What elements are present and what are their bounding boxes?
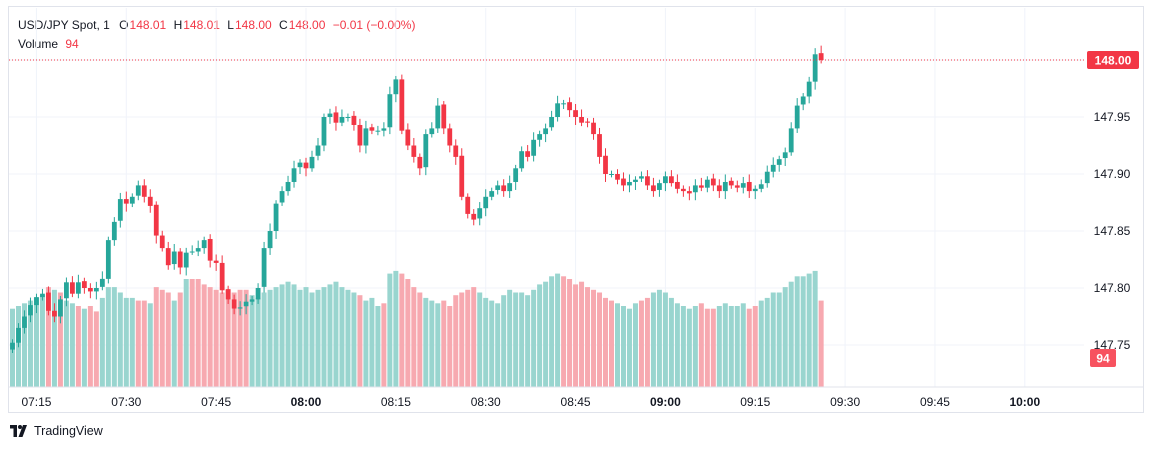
brand-name: TradingView xyxy=(34,424,103,438)
open-value: 148.01 xyxy=(129,18,167,32)
volume-label[interactable]: Volume xyxy=(18,37,59,51)
ohlc-row: USD/JPY Spot, 1 O148.01 H148.01 L148.00 … xyxy=(18,16,415,35)
volume-row: Volume 94 xyxy=(18,35,415,54)
chart-legend: USD/JPY Spot, 1 O148.01 H148.01 L148.00 … xyxy=(18,16,415,54)
open-key: O xyxy=(119,18,129,32)
close-key: C xyxy=(279,18,288,32)
low-value: 148.00 xyxy=(234,18,272,32)
change-value: −0.01 (−0.00%) xyxy=(332,18,416,32)
low-key: L xyxy=(227,18,234,32)
high-value: 148.01 xyxy=(183,18,220,32)
high-key: H xyxy=(173,18,183,32)
tradingview-logo-icon xyxy=(10,425,27,437)
tradingview-logo[interactable]: TradingView xyxy=(10,424,103,438)
volume-value: 94 xyxy=(65,37,79,51)
close-value: 148.00 xyxy=(288,18,326,32)
chart-frame[interactable] xyxy=(8,6,1144,413)
symbol-label[interactable]: USD/JPY Spot, 1 xyxy=(18,18,110,32)
